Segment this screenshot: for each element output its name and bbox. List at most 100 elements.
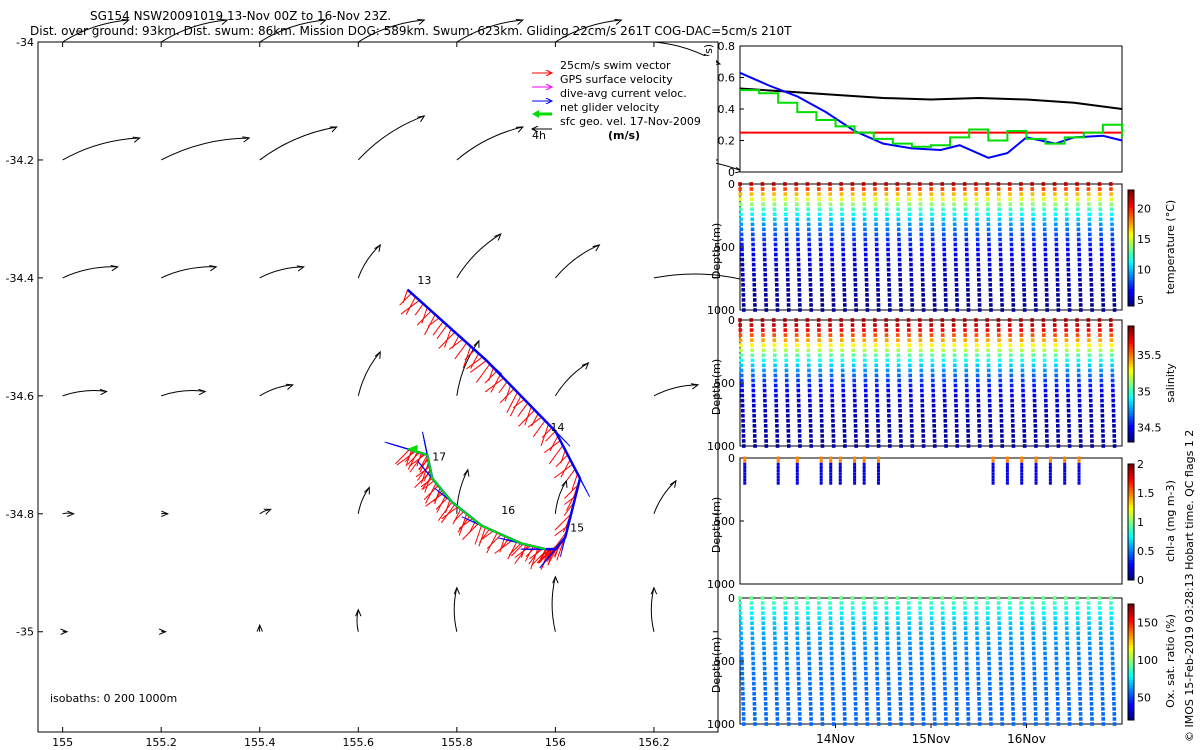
temperature-sample-dot xyxy=(1067,283,1071,287)
salinity-sample-dot xyxy=(1042,358,1047,363)
temperature-sample-dot xyxy=(888,308,892,312)
salinity-sample-dot xyxy=(875,398,880,403)
salinity-sample-dot xyxy=(741,434,746,438)
salinity-sample-dot xyxy=(851,333,855,337)
chla-colorbar-frame xyxy=(1127,463,1135,581)
oxsat-sample-dot xyxy=(772,616,777,620)
chla-colorbar-segment xyxy=(1128,490,1134,494)
salinity-sample-dot xyxy=(1042,348,1047,353)
temperature-sample-dot xyxy=(1109,197,1114,201)
salinity-sample-dot xyxy=(808,403,812,408)
temperature-sample-dot xyxy=(751,257,756,262)
salinity-sample-dot xyxy=(1011,439,1016,443)
salinity-sample-dot xyxy=(1008,343,1013,347)
temperature-sample-dot xyxy=(1054,252,1059,257)
salinity-sample-dot xyxy=(1078,429,1083,433)
salinity-colorbar-segment xyxy=(1128,381,1134,385)
oxsat-sample-dot xyxy=(1056,717,1061,721)
oxsat-colorbar-segment xyxy=(1128,667,1134,672)
oxsat-sample-dot xyxy=(808,691,813,696)
salinity-sample-dot xyxy=(1010,408,1015,413)
salinity-sample-dot xyxy=(750,363,755,368)
temperature-sample-dot xyxy=(750,217,755,222)
salinity-sample-dot xyxy=(1055,393,1059,398)
chla-colorbar-segment xyxy=(1128,519,1134,523)
salinity-sample-dot xyxy=(940,333,945,337)
oxsat-sample-dot xyxy=(1087,626,1092,631)
time-x-tick-label: 15Nov xyxy=(912,732,951,746)
swim-vector-arrow xyxy=(443,328,452,348)
salinity-sample-dot xyxy=(1045,434,1049,438)
oxsat-sample-dot xyxy=(1043,676,1048,681)
swim-vector-arrow xyxy=(549,435,559,452)
temperature-sample-dot xyxy=(797,283,802,287)
oxsat-sample-dot xyxy=(931,681,936,686)
oxsat-sample-dot xyxy=(1043,646,1047,651)
temperature-sample-dot xyxy=(796,247,800,252)
temperature-sample-dot xyxy=(818,227,822,232)
swim-vector-arrow xyxy=(538,548,546,562)
temperature-sample-dot xyxy=(1099,252,1104,257)
salinity-sample-dot xyxy=(853,413,858,418)
temperature-sample-dot xyxy=(951,187,956,191)
temperature-sample-dot xyxy=(908,237,913,242)
oxsat-sample-dot xyxy=(1042,621,1046,625)
temperature-colorbar-segment xyxy=(1128,256,1134,261)
oxsat-sample-dot xyxy=(862,611,866,615)
oxsat-sample-dot xyxy=(761,631,766,636)
salinity-sample-dot xyxy=(977,413,981,418)
salinity-sample-dot xyxy=(965,388,969,393)
temperature-sample-dot xyxy=(884,202,889,206)
temperature-sample-dot xyxy=(886,252,890,257)
swim-vector-arrow xyxy=(405,296,416,315)
oxsat-sample-dot xyxy=(1110,631,1114,636)
salinity-sample-dot xyxy=(1099,378,1104,383)
salinity-sample-dot xyxy=(772,333,776,337)
temperature-sample-dot xyxy=(785,272,790,277)
temperature-sample-dot xyxy=(896,227,901,232)
oxsat-sample-dot xyxy=(1090,712,1094,716)
sfc-geo-vel-arrowhead xyxy=(242,136,251,143)
salinity-sample-dot xyxy=(896,358,901,363)
salinity-sample-dot xyxy=(785,408,790,413)
temperature-sample-dot xyxy=(774,257,778,262)
oxsat-sample-dot xyxy=(775,712,780,716)
salinity-sample-dot xyxy=(1009,388,1014,393)
temperature-sample-dot xyxy=(764,308,769,312)
temperature-sample-dot xyxy=(1055,262,1059,267)
temperature-sample-dot xyxy=(875,267,880,272)
salinity-sample-dot xyxy=(963,328,967,332)
oxsat-colorbar-segment xyxy=(1128,627,1134,631)
salinity-sample-dot xyxy=(1100,403,1104,408)
oxsat-sample-dot xyxy=(762,661,767,666)
oxsat-sample-dot xyxy=(762,666,767,671)
temperature-sample-dot xyxy=(965,262,969,267)
salinity-sample-dot xyxy=(1044,403,1048,408)
salinity-sample-dot xyxy=(964,363,968,368)
oxsat-sample-dot xyxy=(806,631,811,636)
chla-sample-dot xyxy=(862,459,866,463)
salinity-sample-dot xyxy=(1043,398,1048,403)
salinity-colorbar-tick-label: 35.5 xyxy=(1137,349,1162,362)
oxsat-sample-dot xyxy=(897,656,901,661)
sfc-geo-vel-arrow xyxy=(357,244,381,279)
oxsat-sample-dot xyxy=(1065,641,1069,646)
temperature-sample-dot xyxy=(931,242,935,247)
oxsat-sample-dot xyxy=(919,656,924,661)
salinity-sample-dot xyxy=(1030,338,1035,342)
oxsat-sample-dot xyxy=(919,646,924,651)
chla-sample-dot xyxy=(1020,475,1024,479)
oxsat-sample-dot xyxy=(773,641,777,646)
salinity-sample-dot xyxy=(988,419,993,423)
temperature-sample-dot xyxy=(1009,232,1013,237)
temperature-sample-dot xyxy=(853,277,858,282)
oxsat-sample-dot xyxy=(863,651,868,656)
salinity-sample-dot xyxy=(784,353,788,358)
oxsat-sample-dot xyxy=(817,611,821,615)
oxsat-sample-dot xyxy=(751,651,755,656)
temperature-sample-dot xyxy=(796,257,801,262)
temperature-sample-dot xyxy=(976,272,981,277)
salinity-colorbar-segment xyxy=(1128,334,1134,339)
salinity-sample-dot xyxy=(842,408,846,413)
swim-vector-arrow xyxy=(448,338,464,350)
